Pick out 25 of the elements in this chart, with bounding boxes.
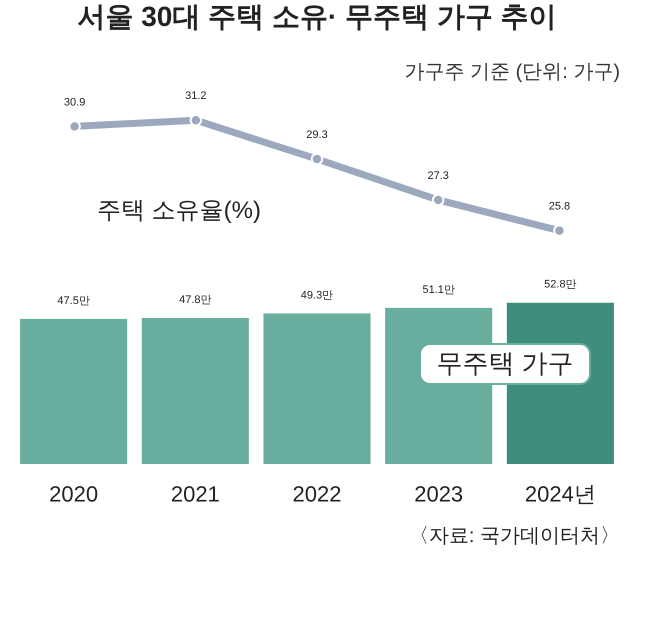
point <box>432 194 444 206</box>
data-label: 27.3 <box>427 170 449 182</box>
data-label: 30.9 <box>64 96 86 108</box>
bar <box>142 318 249 464</box>
series-label: 무주택 가구 <box>436 348 574 378</box>
point <box>310 152 324 166</box>
data-label: 49.3만 <box>300 289 334 302</box>
chart-title: 서울 30대 주택 소유· 무주택 가구 추이 <box>77 1 557 32</box>
x-tick-label: 2023 <box>414 482 464 506</box>
x-tick-label: 2024년 <box>524 482 596 506</box>
data-label: 25.8 <box>548 200 570 213</box>
x-tick-label: 2021 <box>170 482 220 506</box>
data-label: 52.8만 <box>544 278 577 291</box>
data-label: 51.1만 <box>422 284 455 296</box>
bar <box>20 318 128 464</box>
data-label: 47.5만 <box>57 294 90 307</box>
data-label: 29.3 <box>306 129 328 142</box>
x-tick-label: 2022 <box>292 482 342 506</box>
text: 〈자료: 국가데이터처〉 <box>408 525 620 547</box>
x-tick-label: 2020 <box>49 482 98 506</box>
bar <box>263 313 371 464</box>
chart-subtitle: 가구주 기준 (단위: 가구) <box>404 61 620 83</box>
data-label: 31.2 <box>185 90 207 102</box>
data-label: 47.8만 <box>179 294 212 306</box>
text: 주택 소유율(%) <box>97 197 261 224</box>
